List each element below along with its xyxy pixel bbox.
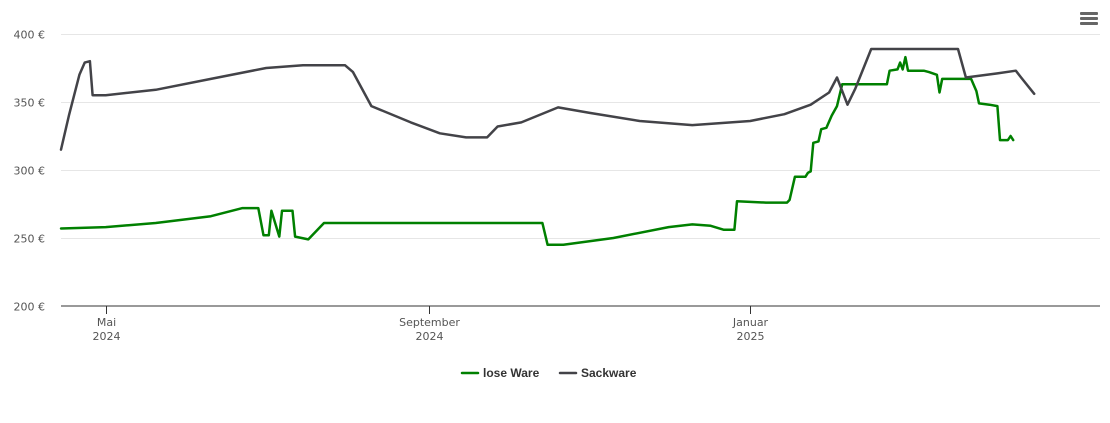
- series-line-1[interactable]: [59, 47, 1036, 151]
- menu-bar-top: [1080, 12, 1098, 15]
- y-tick-label: 350 €: [14, 97, 46, 110]
- menu-bar-bottom: [1080, 22, 1098, 25]
- legend-item-1[interactable]: Sackware: [558, 366, 637, 380]
- menu-bar-middle: [1080, 17, 1098, 20]
- grid-lines: [61, 34, 1100, 239]
- x-tick-year-label: 2025: [737, 330, 765, 343]
- legend-label: lose Ware: [483, 366, 540, 380]
- series-line-0[interactable]: [59, 55, 1015, 247]
- y-axis-labels: 200 € 250 € 300 € 350 € 400 €: [14, 29, 46, 314]
- series-lines: [59, 47, 1036, 247]
- x-tick-month-label: Mai: [97, 316, 116, 329]
- y-tick-label: 300 €: [14, 165, 46, 178]
- hamburger-menu-icon[interactable]: [1078, 10, 1100, 32]
- x-tick-month-label: September: [399, 316, 460, 329]
- legend-item-0[interactable]: lose Ware: [460, 366, 540, 380]
- y-tick-label: 200 €: [14, 301, 46, 314]
- y-tick-label: 250 €: [14, 233, 46, 246]
- legend[interactable]: lose Ware Sackware: [460, 366, 637, 380]
- x-tick-month-label: Januar: [732, 316, 769, 329]
- x-tick-year-label: 2024: [416, 330, 444, 343]
- x-tick-year-label: 2024: [93, 330, 121, 343]
- legend-label: Sackware: [581, 366, 637, 380]
- y-tick-label: 400 €: [14, 29, 46, 42]
